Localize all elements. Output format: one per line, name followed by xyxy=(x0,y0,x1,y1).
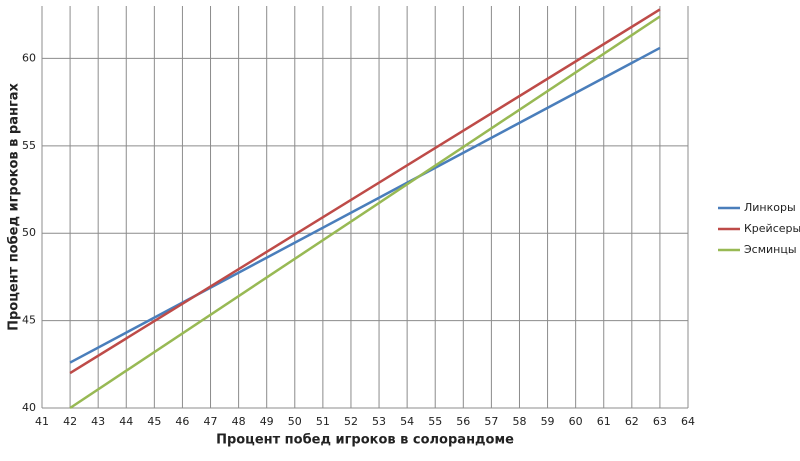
legend-label: Крейсеры xyxy=(744,222,800,235)
x-tick-label: 44 xyxy=(119,415,133,428)
x-tick-label: 63 xyxy=(653,415,667,428)
x-tick-label: 54 xyxy=(400,415,414,428)
legend-label: Линкоры xyxy=(744,201,796,214)
x-tick-label: 53 xyxy=(372,415,386,428)
x-tick-label: 60 xyxy=(569,415,583,428)
y-tick-label: 50 xyxy=(22,226,36,239)
y-tick-label: 60 xyxy=(22,51,36,64)
x-tick-label: 49 xyxy=(260,415,274,428)
x-tick-label: 45 xyxy=(147,415,161,428)
y-axis-label: Процент побед игроков в рангах xyxy=(7,82,22,330)
series-line xyxy=(69,46,661,364)
x-tick-label: 56 xyxy=(456,415,470,428)
series-line xyxy=(69,15,661,410)
x-tick-label: 48 xyxy=(232,415,246,428)
x-tick-label: 41 xyxy=(35,415,49,428)
x-tick-label: 51 xyxy=(316,415,330,428)
x-tick-label: 47 xyxy=(204,415,218,428)
x-tick-label: 64 xyxy=(681,415,695,428)
x-tick-label: 59 xyxy=(541,415,555,428)
x-tick-label: 46 xyxy=(175,415,189,428)
y-tick-label: 40 xyxy=(22,401,36,414)
legend-label: Эсминцы xyxy=(744,243,797,256)
x-axis-label: Процент побед игроков в солорандоме xyxy=(216,433,514,448)
y-tick-label: 45 xyxy=(22,314,36,327)
x-tick-label: 57 xyxy=(484,415,498,428)
x-tick-label: 62 xyxy=(625,415,639,428)
x-tick-label: 42 xyxy=(63,415,77,428)
x-tick-label: 43 xyxy=(91,415,105,428)
series-line xyxy=(69,8,661,375)
x-tick-label: 61 xyxy=(597,415,611,428)
x-tick-label: 50 xyxy=(288,415,302,428)
x-tick-label: 55 xyxy=(428,415,442,428)
x-tick-label: 52 xyxy=(344,415,358,428)
y-tick-label: 55 xyxy=(22,139,36,152)
x-tick-label: 58 xyxy=(512,415,526,428)
